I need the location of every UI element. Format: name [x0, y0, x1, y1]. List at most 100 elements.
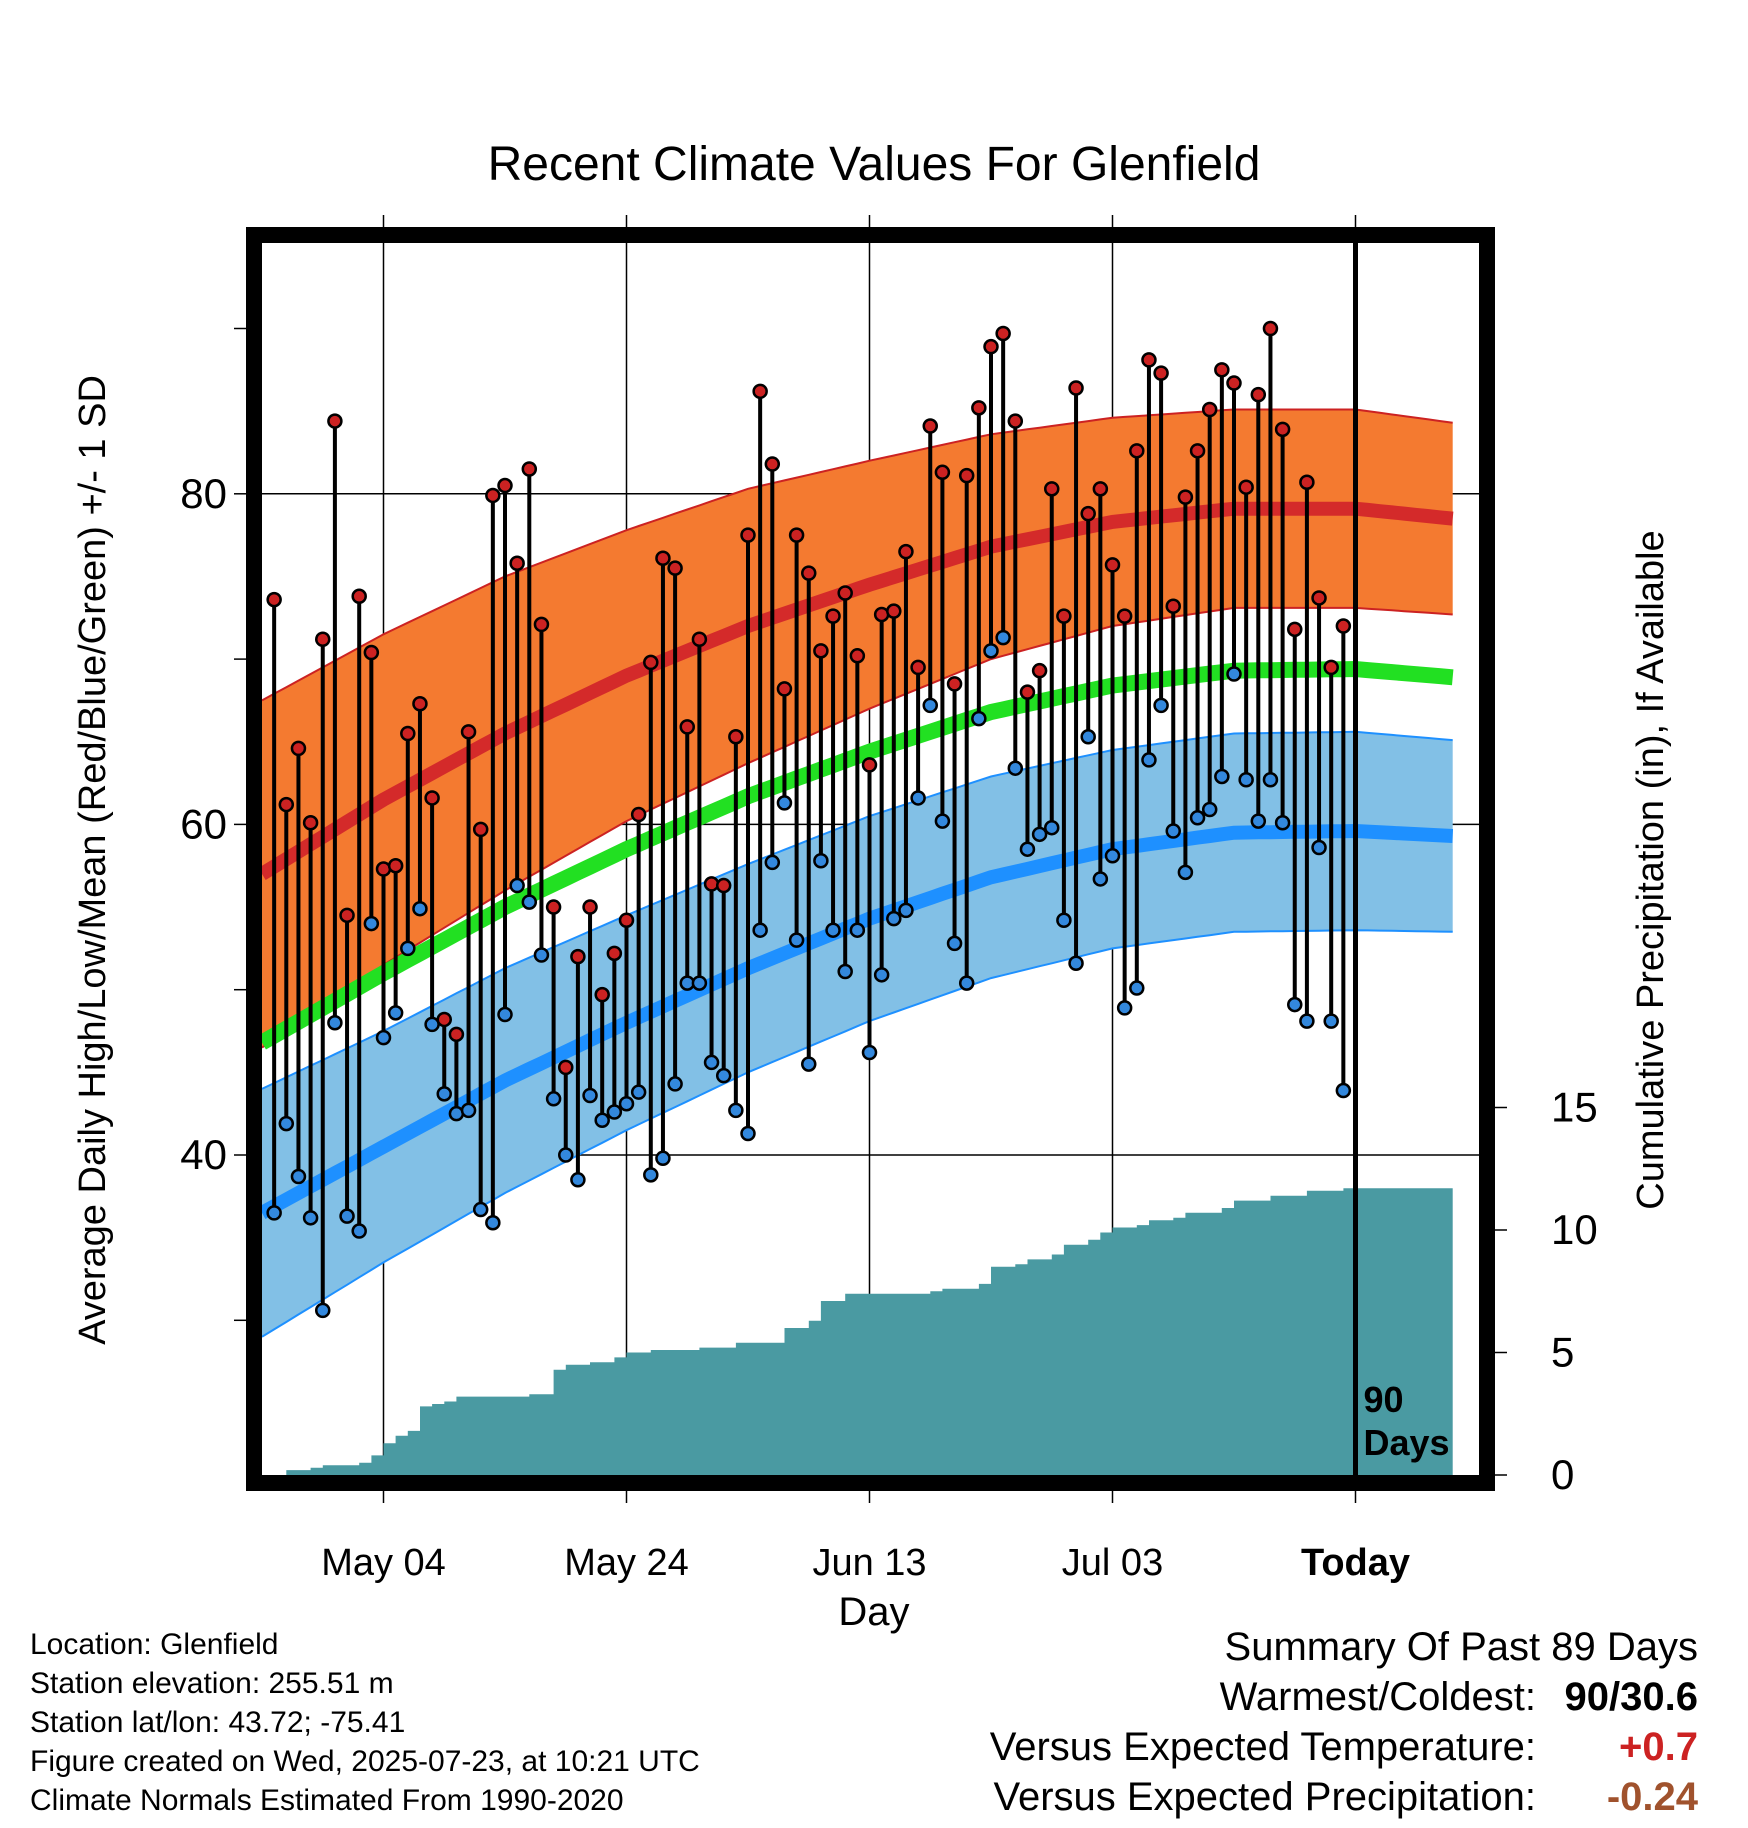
daily-high-point-38 [728, 729, 744, 745]
summary-panel: Summary Of Past 89 Days Warmest/Coldest:… [990, 1622, 1698, 1822]
daily-low-point-81 [1250, 813, 1267, 829]
daily-low-point-24 [558, 1147, 574, 1163]
daily-low-point-55 [934, 813, 951, 829]
daily-low-point-58 [971, 710, 987, 727]
daily-low-point-82 [1262, 772, 1279, 788]
daily-high-point-25 [570, 948, 586, 965]
daily-high-point-44 [801, 565, 817, 581]
daily-low-point-78 [1214, 768, 1230, 785]
daily-low-point-27 [594, 1112, 610, 1129]
daily-low-point-61 [1007, 760, 1024, 776]
daily-low-point-2 [290, 1168, 307, 1185]
daily-low-point-86 [1311, 839, 1327, 856]
daily-high-point-48 [849, 648, 866, 664]
daily-high-point-57 [958, 467, 975, 484]
daily-low-point-54 [922, 697, 938, 714]
daily-low-point-39 [740, 1125, 756, 1142]
daily-high-point-8 [363, 644, 380, 661]
daily-high-point-68 [1092, 481, 1109, 497]
daily-high-point-5 [327, 413, 343, 429]
summary-precip-row: Versus Expected Precipitation: -0.24 [990, 1772, 1698, 1822]
daily-high-point-62 [1019, 684, 1036, 700]
daily-low-point-22 [533, 947, 550, 963]
daily-high-point-7 [351, 588, 367, 605]
daily-high-point-37 [715, 877, 732, 894]
daily-high-point-81 [1250, 386, 1267, 403]
daily-high-point-73 [1153, 365, 1169, 381]
daily-low-point-83 [1274, 814, 1291, 831]
daily-high-point-36 [703, 876, 720, 892]
daily-high-point-42 [776, 681, 793, 697]
daily-low-point-49 [861, 1044, 878, 1061]
high-band-upper-edge [262, 408, 1453, 702]
y-tick-label-0: 40 [180, 1131, 227, 1178]
daily-low-point-29 [618, 1096, 635, 1112]
daily-high-point-80 [1238, 479, 1254, 495]
daily-high-point-33 [667, 560, 683, 576]
daily-high-point-59 [983, 338, 999, 355]
daily-high-point-15 [448, 1026, 465, 1043]
daily-low-point-28 [606, 1104, 623, 1120]
x-axis-label: Day [838, 1590, 909, 1634]
daily-high-point-53 [910, 659, 926, 676]
summary-heading: Summary Of Past 89 Days [1224, 1625, 1698, 1669]
daily-low-point-44 [801, 1056, 817, 1072]
warm-cold-value: 90/30.6 [1564, 1675, 1698, 1719]
x-tick-label-3: Jul 03 [1062, 1542, 1163, 1584]
daily-high-point-58 [971, 400, 987, 416]
daily-low-point-51 [886, 910, 902, 927]
daily-high-point-26 [582, 899, 598, 915]
daily-high-point-74 [1165, 598, 1181, 614]
daily-high-point-20 [509, 555, 525, 571]
daily-low-point-19 [497, 1006, 513, 1023]
daily-high-point-77 [1201, 401, 1218, 418]
daily-low-point-41 [764, 854, 781, 871]
daily-high-point-75 [1177, 489, 1194, 505]
daily-low-point-1 [278, 1115, 295, 1132]
daily-low-point-65 [1056, 912, 1072, 929]
daily-low-point-18 [485, 1215, 501, 1231]
daily-low-point-38 [728, 1102, 744, 1119]
today-days-label-text: Days [1364, 1422, 1450, 1463]
x-tick-label-4: Today [1301, 1542, 1410, 1584]
daily-low-point-43 [788, 932, 805, 948]
daily-high-point-14 [436, 1011, 452, 1028]
daily-low-point-73 [1153, 697, 1169, 714]
daily-low-point-75 [1177, 864, 1194, 881]
daily-low-point-42 [776, 795, 793, 811]
warm-cold-label: Warmest/Coldest: [1219, 1675, 1536, 1719]
temp-value: +0.7 [1619, 1725, 1698, 1769]
daily-high-point-66 [1068, 380, 1084, 396]
created-text: Figure created on Wed, 2025-07-23, at 10… [30, 1745, 700, 1778]
y-tick-label-2: 80 [180, 470, 227, 517]
plot-area [262, 243, 1479, 1475]
daily-high-point-86 [1311, 590, 1327, 606]
daily-high-point-79 [1226, 375, 1242, 391]
daily-low-point-8 [363, 915, 380, 932]
daily-high-point-78 [1214, 362, 1230, 378]
daily-low-point-52 [898, 902, 914, 919]
daily-high-point-17 [472, 821, 489, 838]
daily-low-point-3 [302, 1210, 319, 1226]
daily-low-point-62 [1019, 841, 1036, 857]
daily-high-point-63 [1031, 662, 1048, 679]
y-tick-label-1: 60 [180, 800, 227, 847]
daily-low-point-80 [1238, 772, 1254, 788]
precip-value: -0.24 [1606, 1775, 1698, 1819]
daily-high-point-40 [752, 383, 768, 400]
daily-high-point-69 [1104, 557, 1121, 573]
daily-high-point-52 [898, 543, 914, 560]
daily-high-point-34 [679, 719, 695, 735]
daily-low-point-14 [436, 1086, 452, 1102]
daily-low-point-71 [1129, 980, 1145, 996]
high-normal-line [262, 501, 1454, 880]
daily-low-point-50 [873, 967, 890, 983]
daily-low-point-36 [703, 1054, 720, 1071]
daily-high-point-2 [290, 740, 307, 757]
daily-high-point-76 [1189, 443, 1206, 459]
daily-high-point-45 [813, 643, 829, 659]
daily-high-point-51 [886, 603, 902, 619]
daily-low-point-40 [752, 922, 768, 938]
